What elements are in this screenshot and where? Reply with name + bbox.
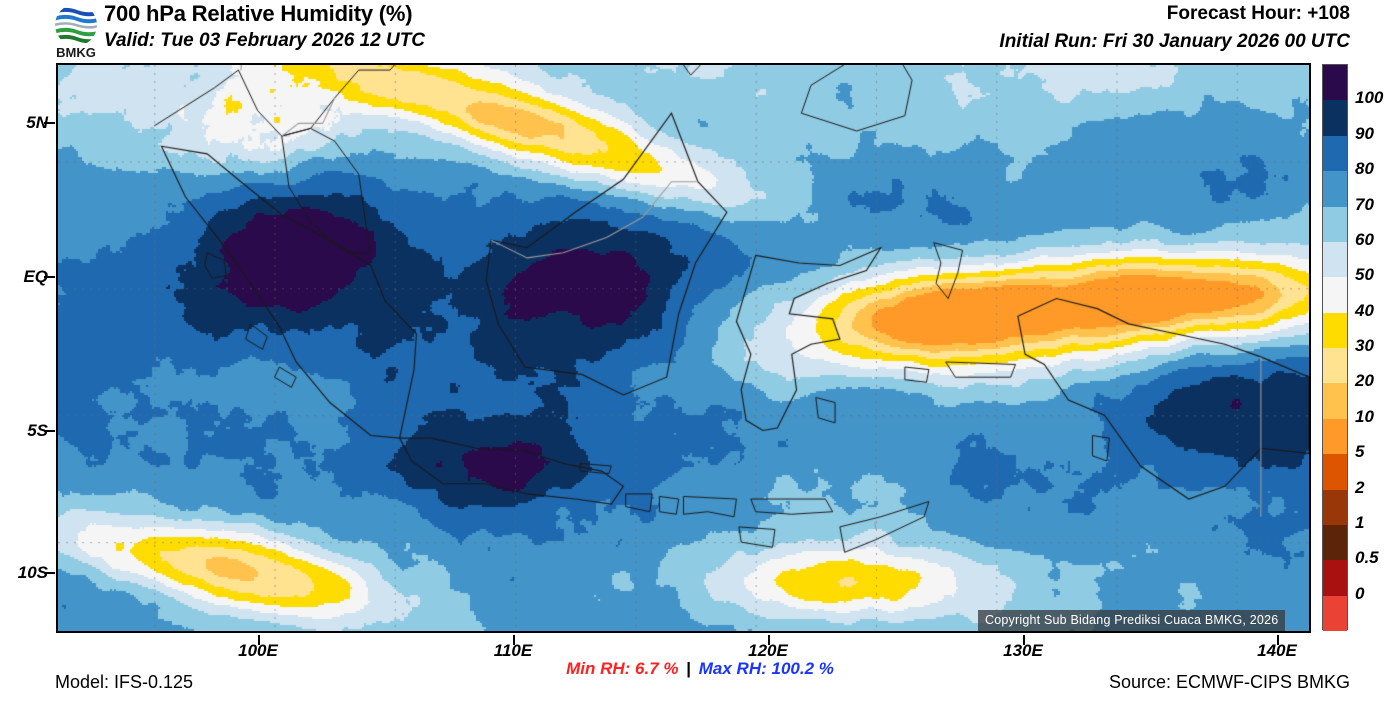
colorbar-label: 50: [1355, 265, 1374, 285]
x-tick: [1277, 635, 1279, 645]
colorbar-label: 60: [1355, 229, 1374, 249]
x-axis-label-120e: 120E: [748, 641, 788, 660]
y-tick: [44, 572, 55, 574]
colorbar-band: [1323, 383, 1347, 419]
stats-separator: |: [686, 659, 692, 678]
valid-time-label: Valid: Tue 03 February 2026 12 UTC: [104, 30, 426, 51]
relative-humidity-field: [58, 65, 1309, 631]
colorbar-label: 1: [1355, 512, 1365, 532]
colorbar-band: [1323, 418, 1347, 455]
colorbar-label: 100: [1355, 88, 1384, 108]
colorbar-label: 70: [1355, 194, 1374, 214]
x-tick: [513, 635, 515, 645]
colorbar-label: 10: [1355, 406, 1374, 426]
y-axis-label-5n: 5N: [26, 113, 48, 132]
colorbar-band: [1323, 100, 1347, 136]
copyright-watermark: Copyright Sub Bidang Prediksi Cuaca BMKG…: [978, 610, 1286, 631]
colorbar-label: 20: [1355, 371, 1374, 391]
y-axis-label-10s: 10S: [17, 563, 48, 582]
colorbar: [1322, 64, 1348, 631]
colorbar-label: 30: [1355, 336, 1374, 355]
colorbar-band: [1323, 560, 1347, 596]
colorbar-band: [1323, 312, 1347, 348]
y-axis-label-5s: 5S: [27, 421, 48, 440]
colorbar-label: 90: [1355, 123, 1374, 143]
colorbar-label: 0: [1355, 583, 1365, 603]
colorbar-label: 80: [1355, 159, 1374, 179]
colorbar-band: [1323, 206, 1347, 242]
header: BMKG 700 hPa Relative Humidity (%) Valid…: [0, 0, 1400, 62]
bmkg-logo-icon: BMKG: [47, 2, 105, 60]
max-rh-label: Max RH:: [698, 659, 767, 678]
colorbar-label: 2: [1355, 477, 1365, 497]
y-tick: [44, 122, 55, 124]
source-label: Source: ECMWF-CIPS BMKG: [1108, 672, 1350, 692]
y-tick: [44, 430, 55, 432]
colorbar-label: 5: [1355, 442, 1365, 462]
x-tick: [258, 635, 260, 645]
colorbar-label: 0.5: [1355, 548, 1379, 568]
colorbar-band: [1323, 135, 1347, 172]
colorbar-band: [1323, 595, 1347, 631]
forecast-hour-label: Forecast Hour: +108: [1166, 3, 1350, 24]
colorbar-band: [1323, 171, 1347, 207]
colorbar-band: [1323, 65, 1347, 101]
colorbar-band: [1323, 489, 1347, 525]
colorbar-band: [1323, 454, 1347, 490]
y-tick: [44, 276, 55, 278]
min-rh-label: Min RH:: [566, 659, 631, 678]
y-axis-label-eq: EQ: [23, 267, 48, 286]
max-rh-value: 100.2 %: [771, 659, 834, 678]
x-axis-label-110e: 110E: [493, 641, 533, 660]
x-axis-label-100e: 100E: [238, 641, 278, 660]
colorbar-band: [1323, 241, 1347, 278]
initial-run-label: Initial Run: Fri 30 January 2026 00 UTC: [999, 31, 1350, 52]
x-axis-label-130e: 130E: [1003, 641, 1043, 660]
map-plot-area[interactable]: Copyright Sub Bidang Prediksi Cuaca BMKG…: [56, 63, 1311, 633]
min-rh-value: 6.7 %: [635, 659, 679, 678]
x-axis-label-140e: 140E: [1257, 641, 1297, 660]
model-label: Model: IFS-0.125: [55, 672, 194, 692]
x-tick: [1023, 635, 1025, 645]
rh-statistics: Min RH: 6.7 % | Max RH: 100.2 %: [566, 659, 834, 679]
bmkg-logo-text: BMKG: [56, 45, 96, 60]
x-tick: [768, 635, 770, 645]
colorbar-band: [1323, 348, 1347, 384]
page-title: 700 hPa Relative Humidity (%): [104, 1, 413, 26]
colorbar-label: 40: [1355, 300, 1374, 320]
colorbar-band: [1323, 524, 1347, 561]
colorbar-band: [1323, 277, 1347, 313]
